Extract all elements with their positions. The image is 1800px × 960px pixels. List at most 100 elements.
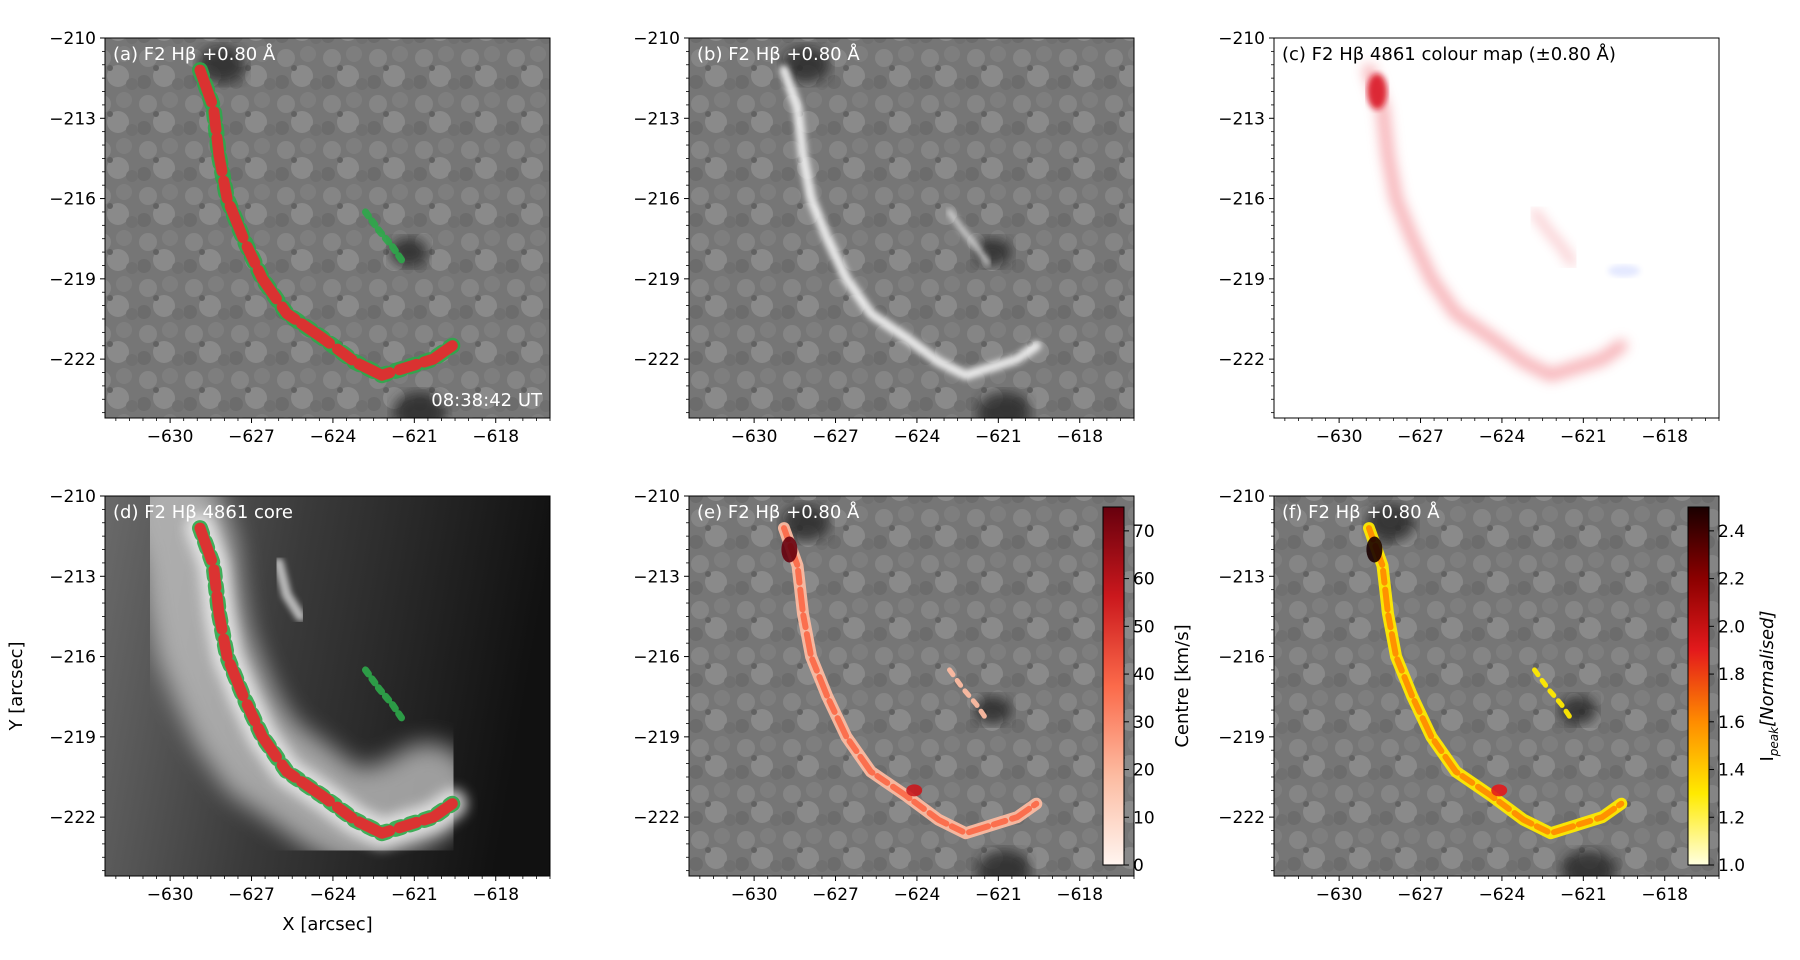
panel-d-xtick-label: −621	[391, 885, 438, 905]
panel-d: (d) F2 Hβ 4861 core −630 −627 −624 −621 −618…	[49, 487, 551, 905]
panel-d-loop	[273, 557, 306, 622]
panel-b-background	[689, 38, 1134, 418]
panel-f-image	[1274, 496, 1719, 876]
panel-a-title: (a) F2 Hβ +0.80 Å	[113, 43, 276, 65]
panel-f-colorbar-tick-label: 2.0	[1718, 617, 1745, 637]
panel-b-ytick-label: −213	[633, 109, 680, 129]
panel-f-xtick-label: −624	[1479, 885, 1526, 905]
panel-e-title: (e) F2 Hβ +0.80 Å	[697, 501, 860, 523]
panel-e-colorbar-tick-label: 10	[1133, 808, 1155, 828]
panel-d-mask-secondary	[362, 666, 407, 725]
panel-e-colorbar-tick-label: 50	[1133, 617, 1155, 637]
panel-d-image	[105, 496, 550, 876]
panel-e-background	[689, 496, 1134, 876]
panel-f-colorbar-tick-label: 1.8	[1718, 665, 1745, 685]
panel-c-redshift-secondary	[1531, 208, 1576, 267]
panel-c-background	[1274, 38, 1719, 418]
panel-a-xtick-label: −627	[228, 427, 275, 447]
panel-e-colorbar-tick-label: 60	[1133, 570, 1155, 590]
panel-d-mask-red	[194, 522, 458, 839]
panel-b-xtick-label: −624	[894, 427, 941, 447]
panel-d-title: (d) F2 Hβ 4861 core	[113, 502, 293, 523]
panel-a-xtick-label: −630	[147, 427, 194, 447]
panel-f-sunspot	[1366, 503, 1415, 542]
panel-f-overlay-mid	[1366, 525, 1625, 837]
panel-b-ytick-label: −222	[633, 350, 680, 370]
panel-a-timestamp: 08:38:42 UT	[431, 390, 543, 411]
panel-e-colorbar-label: Centre [km/s]	[1172, 624, 1193, 747]
panel-f-xtick-label: −627	[1397, 885, 1444, 905]
panel-f-title: (f) F2 Hβ +0.80 Å	[1282, 501, 1440, 523]
panel-a-xtick-label: −624	[310, 427, 357, 447]
panel-f-overlay-hotspot	[1491, 784, 1508, 797]
panel-b-frame	[688, 37, 1135, 419]
panel-d-ytick-label: −222	[49, 808, 96, 828]
panel-e-xtick-label: −624	[894, 885, 941, 905]
panel-f-colorbar-tick-label: 1.2	[1718, 808, 1745, 828]
panel-f-colorbar: 1.0 1.2 1.4 1.6 1.8 2.0 2.2 2.4 Ipeak[Normalised…	[1687, 506, 1781, 876]
panel-e-colorbar-tick-label: 0	[1133, 856, 1144, 876]
panel-e-overlay-hotspot	[906, 784, 923, 797]
panel-c-xtick-label: −621	[1560, 427, 1607, 447]
panel-e-image	[689, 496, 1134, 876]
panel-e-xtick-label: −630	[731, 885, 778, 905]
panel-b-title: (b) F2 Hβ +0.80 Å	[697, 43, 860, 65]
panel-f-ytick-label: −210	[1218, 487, 1265, 507]
panel-e-frame	[688, 495, 1135, 877]
panel-c: (c) F2 Hβ 4861 colour map (±0.80 Å) −630…	[1218, 29, 1720, 447]
panel-a-ytick-label: −210	[49, 29, 96, 49]
panel-e-overlay-mid	[781, 525, 1040, 837]
panel-d-ytick-label: −216	[49, 648, 96, 668]
panel-b-xtick-label: −621	[975, 427, 1022, 447]
panel-e-xtick-label: −621	[975, 885, 1022, 905]
panel-f-frame	[1273, 495, 1720, 877]
panel-d-xtick-label: −627	[228, 885, 275, 905]
panel-e-overlay-hotspot	[781, 536, 798, 563]
panel-f-overlay-hotspot	[1366, 536, 1383, 563]
panel-f-ytick-label: −213	[1218, 567, 1265, 587]
panel-e-xtick-label: −627	[812, 885, 859, 905]
panel-c-axes: −630 −627 −624 −621 −618 −210 −213 −216 −219 −222	[1218, 29, 1720, 447]
panel-d-ytick-label: −210	[49, 487, 96, 507]
panel-b-sunspot	[781, 45, 830, 84]
panel-b-axes: −630 −627 −624 −621 −618 −210 −213 −216 −219 −222	[633, 29, 1135, 447]
panel-a-ytick-label: −213	[49, 109, 96, 129]
panel-a-mask-red	[194, 64, 458, 381]
panel-a-mask-secondary	[362, 208, 407, 267]
panel-d-xtick-label: −624	[310, 885, 357, 905]
panel-f-colorbar-scale	[1687, 506, 1710, 866]
panel-f-background	[1274, 496, 1719, 876]
panel-f-ytick-label: −216	[1218, 648, 1265, 668]
panel-c-xtick-label: −630	[1316, 427, 1363, 447]
panel-a: (a) F2 Hβ +0.80 Å 08:38:42 UT −630 −627 −6…	[49, 29, 551, 447]
panel-f-ytick-label: −219	[1218, 728, 1265, 748]
panel-e-ytick-label: −210	[633, 487, 680, 507]
panel-c-xtick-label: −618	[1641, 427, 1688, 447]
panel-f-colorbar-tick-label: 1.4	[1718, 761, 1745, 781]
panel-e-colorbar-tick-label: 30	[1133, 713, 1155, 733]
panel-b-secondary-ribbon	[946, 208, 991, 266]
panel-d-frame	[104, 495, 551, 877]
panel-f-colorbar-tick-label: 2.4	[1718, 522, 1745, 542]
panel-a-xtick-label: −618	[472, 427, 519, 447]
panel-a-ytick-label: −222	[49, 350, 96, 370]
panel-a-ytick-label: −216	[49, 190, 96, 210]
panel-d-ytick-label: −219	[49, 728, 96, 748]
panel-c-ytick-label: −222	[1218, 350, 1265, 370]
panel-e-xtick-label: −618	[1056, 885, 1103, 905]
panel-a-background	[105, 38, 550, 418]
panel-f-overlay-secondary	[1532, 667, 1575, 724]
panel-c-image	[1274, 38, 1719, 418]
panel-e-ytick-label: −219	[633, 728, 680, 748]
panel-e-colorbar: 0 10 20 30 40 50 60 70 Centre [km/s]	[1102, 506, 1193, 876]
panel-f-colorbar-tick-label: 1.0	[1718, 856, 1745, 876]
panel-a-frame	[104, 37, 551, 419]
panel-b: (b) F2 Hβ +0.80 Å −630 −627 −624 −621 −618 −2…	[633, 29, 1135, 447]
panel-c-ytick-label: −210	[1218, 29, 1265, 49]
panel-c-redshift	[1363, 64, 1628, 382]
panel-e-colorbar-tick-label: 70	[1133, 522, 1155, 542]
panel-c-title: (c) F2 Hβ 4861 colour map (±0.80 Å)	[1282, 43, 1616, 65]
panel-b-xtick-label: −630	[731, 427, 778, 447]
panel-e-ytick-label: −222	[633, 808, 680, 828]
panel-b-xtick-label: −618	[1056, 427, 1103, 447]
